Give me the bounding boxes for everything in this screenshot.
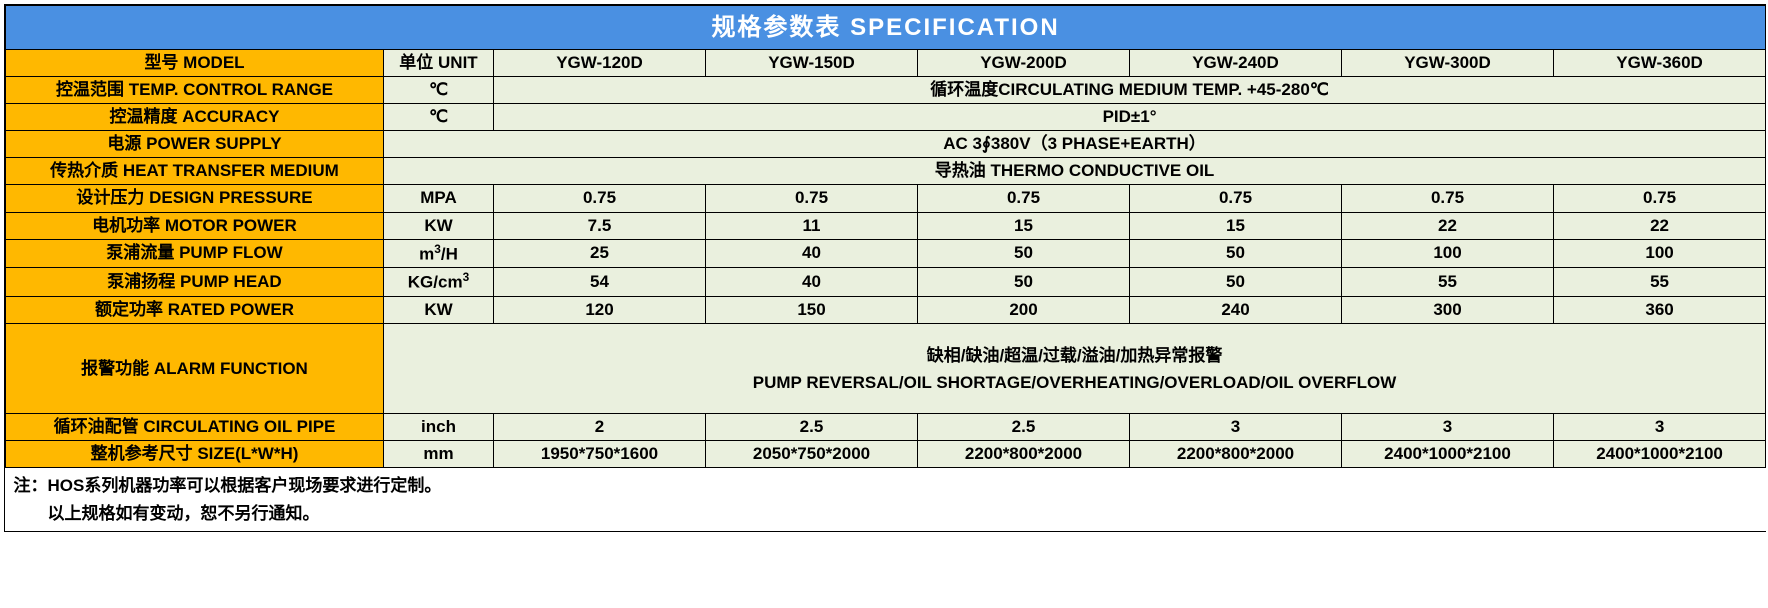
oil-pipe-1: 2.5 bbox=[706, 414, 918, 441]
size-label: 整机参考尺寸 SIZE(L*W*H) bbox=[6, 441, 384, 468]
size-unit: mm bbox=[384, 441, 494, 468]
rated-power-5: 360 bbox=[1554, 297, 1766, 324]
specification-table: 规格参数表 SPECIFICATION 型号 MODEL 单位 UNIT YGW… bbox=[5, 5, 1766, 531]
size-4: 2400*1000*2100 bbox=[1342, 441, 1554, 468]
model-col-1: YGW-150D bbox=[706, 50, 918, 77]
footer-line1: 注：HOS系列机器功率可以根据客户现场要求进行定制。 bbox=[14, 476, 442, 495]
medium-value: 导热油 THERMO CONDUCTIVE OIL bbox=[384, 158, 1766, 185]
size-5: 2400*1000*2100 bbox=[1554, 441, 1766, 468]
rated-power-unit: KW bbox=[384, 297, 494, 324]
pump-flow-2: 50 bbox=[918, 239, 1130, 268]
oil-pipe-5: 3 bbox=[1554, 414, 1766, 441]
design-pressure-0: 0.75 bbox=[494, 185, 706, 212]
medium-label: 传热介质 HEAT TRANSFER MEDIUM bbox=[6, 158, 384, 185]
pump-flow-label: 泵浦流量 PUMP FLOW bbox=[6, 239, 384, 268]
table-title: 规格参数表 SPECIFICATION bbox=[6, 6, 1766, 50]
design-pressure-label: 设计压力 DESIGN PRESSURE bbox=[6, 185, 384, 212]
motor-power-label: 电机功率 MOTOR POWER bbox=[6, 212, 384, 239]
motor-power-4: 22 bbox=[1342, 212, 1554, 239]
temp-range-label: 控温范围 TEMP. CONTROL RANGE bbox=[6, 77, 384, 104]
temp-range-unit: ℃ bbox=[384, 77, 494, 104]
size-3: 2200*800*2000 bbox=[1130, 441, 1342, 468]
row-oil-pipe: 循环油配管 CIRCULATING OIL PIPE inch 2 2.5 2.… bbox=[6, 414, 1766, 441]
accuracy-value: PID±1° bbox=[494, 104, 1766, 131]
model-header-label: 型号 MODEL bbox=[6, 50, 384, 77]
rated-power-4: 300 bbox=[1342, 297, 1554, 324]
pump-flow-5: 100 bbox=[1554, 239, 1766, 268]
pump-head-label: 泵浦扬程 PUMP HEAD bbox=[6, 268, 384, 297]
pump-head-4: 55 bbox=[1342, 268, 1554, 297]
pump-head-0: 54 bbox=[494, 268, 706, 297]
size-1: 2050*750*2000 bbox=[706, 441, 918, 468]
design-pressure-3: 0.75 bbox=[1130, 185, 1342, 212]
pump-flow-3: 50 bbox=[1130, 239, 1342, 268]
row-motor-power: 电机功率 MOTOR POWER KW 7.5 11 15 15 22 22 bbox=[6, 212, 1766, 239]
rated-power-label: 额定功率 RATED POWER bbox=[6, 297, 384, 324]
accuracy-label: 控温精度 ACCURACY bbox=[6, 104, 384, 131]
oil-pipe-2: 2.5 bbox=[918, 414, 1130, 441]
oil-pipe-label: 循环油配管 CIRCULATING OIL PIPE bbox=[6, 414, 384, 441]
oil-pipe-0: 2 bbox=[494, 414, 706, 441]
temp-range-value: 循环温度CIRCULATING MEDIUM TEMP. +45-280℃ bbox=[494, 77, 1766, 104]
design-pressure-5: 0.75 bbox=[1554, 185, 1766, 212]
footer-row: 注：HOS系列机器功率可以根据客户现场要求进行定制。 以上规格如有变动，恕不另行… bbox=[6, 468, 1766, 531]
size-2: 2200*800*2000 bbox=[918, 441, 1130, 468]
row-alarm: 报警功能 ALARM FUNCTION 缺相/缺油/超温/过载/溢油/加热异常报… bbox=[6, 324, 1766, 414]
design-pressure-2: 0.75 bbox=[918, 185, 1130, 212]
design-pressure-unit: MPA bbox=[384, 185, 494, 212]
design-pressure-4: 0.75 bbox=[1342, 185, 1554, 212]
pump-head-2: 50 bbox=[918, 268, 1130, 297]
row-power-supply: 电源 POWER SUPPLY AC 3∮380V（3 PHASE+EARTH） bbox=[6, 131, 1766, 158]
row-rated-power: 额定功率 RATED POWER KW 120 150 200 240 300 … bbox=[6, 297, 1766, 324]
alarm-line1: 缺相/缺油/超温/过载/溢油/加热异常报警 bbox=[927, 346, 1223, 365]
motor-power-2: 15 bbox=[918, 212, 1130, 239]
pump-flow-0: 25 bbox=[494, 239, 706, 268]
model-col-4: YGW-300D bbox=[1342, 50, 1554, 77]
pump-head-unit: KG/cm3 bbox=[384, 268, 494, 297]
header-row: 型号 MODEL 单位 UNIT YGW-120D YGW-150D YGW-2… bbox=[6, 50, 1766, 77]
model-col-0: YGW-120D bbox=[494, 50, 706, 77]
pump-head-3: 50 bbox=[1130, 268, 1342, 297]
row-accuracy: 控温精度 ACCURACY ℃ PID±1° bbox=[6, 104, 1766, 131]
power-supply-value: AC 3∮380V（3 PHASE+EARTH） bbox=[384, 131, 1766, 158]
pump-flow-unit: m3/H bbox=[384, 239, 494, 268]
motor-power-3: 15 bbox=[1130, 212, 1342, 239]
model-col-2: YGW-200D bbox=[918, 50, 1130, 77]
power-supply-label: 电源 POWER SUPPLY bbox=[6, 131, 384, 158]
motor-power-0: 7.5 bbox=[494, 212, 706, 239]
oil-pipe-4: 3 bbox=[1342, 414, 1554, 441]
alarm-line2: PUMP REVERSAL/OIL SHORTAGE/OVERHEATING/O… bbox=[753, 373, 1397, 392]
alarm-label: 报警功能 ALARM FUNCTION bbox=[6, 324, 384, 414]
pump-flow-1: 40 bbox=[706, 239, 918, 268]
footer-notes: 注：HOS系列机器功率可以根据客户现场要求进行定制。 以上规格如有变动，恕不另行… bbox=[6, 468, 1766, 531]
rated-power-3: 240 bbox=[1130, 297, 1342, 324]
alarm-value: 缺相/缺油/超温/过载/溢油/加热异常报警 PUMP REVERSAL/OIL … bbox=[384, 324, 1766, 414]
row-size: 整机参考尺寸 SIZE(L*W*H) mm 1950*750*1600 2050… bbox=[6, 441, 1766, 468]
row-medium: 传热介质 HEAT TRANSFER MEDIUM 导热油 THERMO CON… bbox=[6, 158, 1766, 185]
oil-pipe-unit: inch bbox=[384, 414, 494, 441]
rated-power-2: 200 bbox=[918, 297, 1130, 324]
row-pump-flow: 泵浦流量 PUMP FLOW m3/H 25 40 50 50 100 100 bbox=[6, 239, 1766, 268]
title-row: 规格参数表 SPECIFICATION bbox=[6, 6, 1766, 50]
pump-flow-4: 100 bbox=[1342, 239, 1554, 268]
oil-pipe-3: 3 bbox=[1130, 414, 1342, 441]
accuracy-unit: ℃ bbox=[384, 104, 494, 131]
model-col-5: YGW-360D bbox=[1554, 50, 1766, 77]
motor-power-5: 22 bbox=[1554, 212, 1766, 239]
row-design-pressure: 设计压力 DESIGN PRESSURE MPA 0.75 0.75 0.75 … bbox=[6, 185, 1766, 212]
pump-head-5: 55 bbox=[1554, 268, 1766, 297]
unit-header-label: 单位 UNIT bbox=[384, 50, 494, 77]
spec-table-wrap: 规格参数表 SPECIFICATION 型号 MODEL 单位 UNIT YGW… bbox=[4, 4, 1766, 532]
row-temp-range: 控温范围 TEMP. CONTROL RANGE ℃ 循环温度CIRCULATI… bbox=[6, 77, 1766, 104]
rated-power-1: 150 bbox=[706, 297, 918, 324]
size-0: 1950*750*1600 bbox=[494, 441, 706, 468]
motor-power-1: 11 bbox=[706, 212, 918, 239]
motor-power-unit: KW bbox=[384, 212, 494, 239]
row-pump-head: 泵浦扬程 PUMP HEAD KG/cm3 54 40 50 50 55 55 bbox=[6, 268, 1766, 297]
pump-head-1: 40 bbox=[706, 268, 918, 297]
footer-line2: 以上规格如有变动，恕不另行通知。 bbox=[14, 504, 320, 523]
design-pressure-1: 0.75 bbox=[706, 185, 918, 212]
rated-power-0: 120 bbox=[494, 297, 706, 324]
model-col-3: YGW-240D bbox=[1130, 50, 1342, 77]
